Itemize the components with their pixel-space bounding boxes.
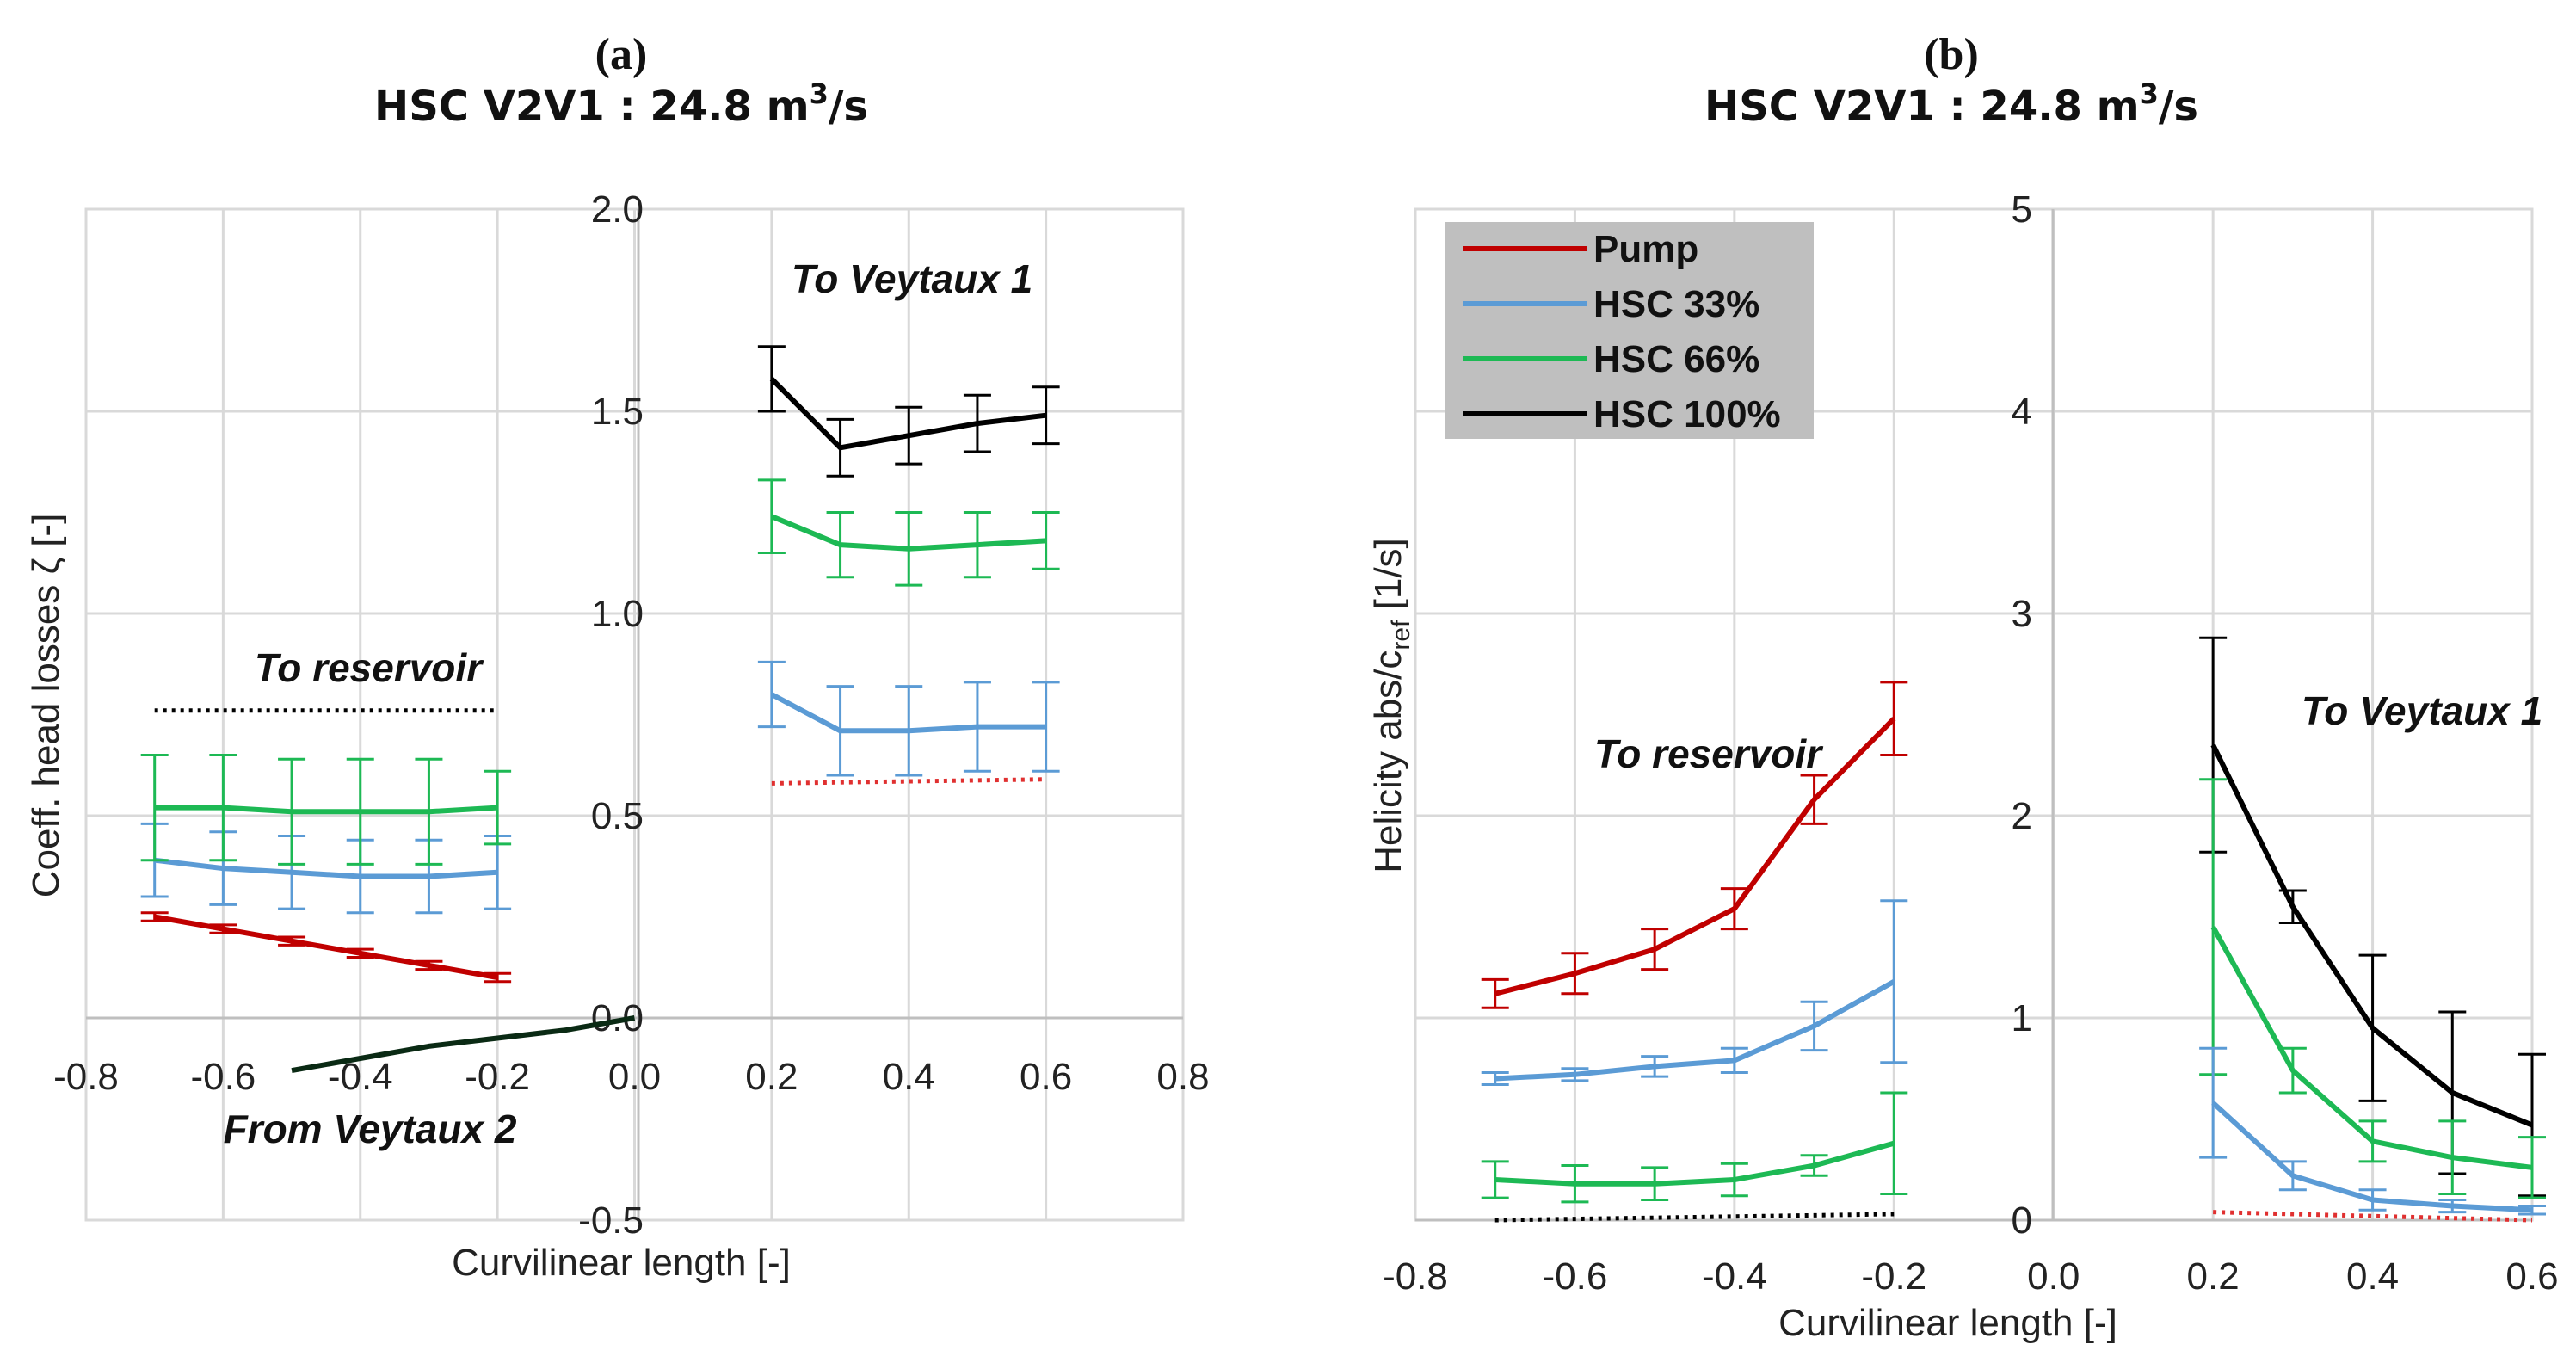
chart-b-title-sup: 3 (2140, 77, 2159, 110)
chart-a-series-pump-to-reservoir-line (154, 914, 498, 980)
chart-a-y-tick-label: 1.5 (591, 391, 644, 433)
chart-b-x-ticks: -0.8 -0.6 -0.4 -0.2 0.0 0.2 0.4 0.6 (1383, 1255, 2559, 1298)
legend-label-pump: Pump (1593, 228, 1698, 270)
chart-a-y-tick-label: 1.0 (591, 593, 644, 635)
chart-b-y-axis-label-tail: [1/s] (1367, 538, 1409, 620)
chart-a-series (140, 345, 1060, 1074)
chart-a-series-pump-reference-to-veytaux-1 (771, 777, 1046, 786)
chart-b-x-tick-label: 0.0 (2027, 1255, 2080, 1298)
chart-a-series-hsc-66-to-reservoir-line (154, 805, 498, 815)
chart-b-series-pump-to-reservoir-line (1494, 717, 1896, 996)
chart-a-series-pump-reference-to-veytaux-1-line (771, 777, 1046, 786)
chart-a-x-tick-label: -0.2 (465, 1056, 530, 1098)
chart-b-series-pump-to-reservoir (1481, 681, 1908, 1009)
chart-a-title: HSC V2V1 : 24.8 m3/s (374, 77, 868, 131)
chart-a-y-tick-label: -0.5 (578, 1199, 644, 1242)
chart-a-y-ticks: -0.5 0.0 0.5 1.0 1.5 2.0 (578, 188, 644, 1242)
chart-a-panel-label: (a) (595, 30, 648, 79)
chart-b-series-hsc-66-to-reservoir (1481, 1091, 1908, 1204)
chart-a-x-tick-label: 0.4 (883, 1056, 935, 1098)
chart-a-y-axis-label: Coeff. head losses ζ [-] (25, 514, 67, 898)
chart-b-annotation-to-veytaux-1: To Veytaux 1 (2302, 688, 2542, 733)
chart-a-series-hsc-33-to-reservoir-line (154, 857, 498, 879)
chart-a-annotation-to-veytaux-1: To Veytaux 1 (792, 256, 1032, 301)
chart-b-y-ticks: 0 1 2 3 4 5 (2012, 188, 2032, 1242)
chart-b-x-axis-label: Curvilinear length [-] (1778, 1302, 2117, 1344)
chart-a-annotation-to-reservoir: To reservoir (255, 645, 484, 690)
chart-b: (b) HSC V2V1 : 24.8 m3/s -0.8 -0.6 -0.4 -0.… (1367, 30, 2559, 1344)
chart-a-x-tick-label: 0.2 (745, 1056, 798, 1098)
chart-b-title: HSC V2V1 : 24.8 m3/s (1704, 77, 2198, 131)
chart-b-y-tick-label: 1 (2012, 997, 2032, 1039)
chart-a-series-hsc-33-to-veytaux-1 (757, 660, 1060, 777)
chart-b-x-tick-label: -0.4 (1702, 1255, 1767, 1298)
chart-b-series-pump-to-veytaux-1-line (2213, 1210, 2533, 1223)
chart-a-grid (84, 207, 1185, 1222)
chart-b-y-tick-label: 3 (2012, 593, 2032, 635)
chart-a-series-hsc-33-to-reservoir (140, 822, 512, 915)
chart-b-series-hsc-66-to-reservoir-line (1494, 1140, 1895, 1187)
chart-a-series-hsc-100-from-veytaux-2 (291, 1015, 636, 1074)
chart-b-x-tick-label: -0.6 (1543, 1255, 1608, 1298)
chart-b-series-hsc-33-to-reservoir (1481, 899, 1908, 1087)
chart-b-series-hsc-33-to-reservoir-line (1494, 979, 1895, 1082)
chart-b-y-axis-label-main: Helicity abs/c (1367, 651, 1409, 873)
chart-a-x-axis-label: Curvilinear length [-] (452, 1242, 791, 1284)
chart-b-series-hsc-100-to-reservoir (1494, 1212, 1895, 1223)
chart-a-series-pump-to-reservoir (140, 911, 512, 984)
chart-a-x-tick-label: 0.0 (608, 1056, 661, 1098)
chart-a-x-ticks: -0.8 -0.6 -0.4 -0.2 0.0 0.2 0.4 0.6 0.8 (53, 1056, 1210, 1098)
chart-a-x-tick-label: -0.8 (53, 1056, 119, 1098)
chart-a-y-tick-label: 0.0 (591, 997, 644, 1039)
chart-b-panel-label: (b) (1924, 30, 1979, 79)
chart-b-x-tick-label: 0.4 (2346, 1255, 2399, 1298)
chart-b-series-pump-to-veytaux-1 (2213, 1210, 2533, 1223)
chart-a-series-hsc-66-to-reservoir (140, 754, 512, 866)
chart-a-x-tick-label: 0.6 (1020, 1056, 1072, 1098)
chart-b-x-tick-label: -0.2 (1861, 1255, 1926, 1298)
chart-b-legend: Pump HSC 33% HSC 66% HSC 100% (1445, 222, 1814, 439)
chart-b-y-tick-label: 5 (2012, 188, 2032, 231)
chart-a: (a) HSC V2V1 : 24.8 m3/s -0.8 -0.6 -0.4 -0.… (25, 30, 1210, 1284)
chart-b-series (1481, 636, 2546, 1223)
chart-a-title-main: HSC V2V1 : 24.8 m (374, 83, 810, 131)
chart-a-annotation-from-veytaux-2: From Veytaux 2 (224, 1107, 517, 1151)
chart-b-annotation-to-reservoir: To reservoir (1594, 731, 1823, 776)
chart-b-series-hsc-66-to-veytaux-1 (2199, 778, 2546, 1199)
chart-b-x-tick-label: -0.8 (1383, 1255, 1448, 1298)
chart-a-title-sup: 3 (810, 77, 829, 110)
legend-label-hsc-33: HSC 33% (1593, 283, 1759, 325)
chart-b-y-axis-label-sub: ref (1387, 620, 1415, 651)
chart-b-title-main: HSC V2V1 : 24.8 m (1704, 83, 2140, 131)
chart-b-y-axis-label: Helicity abs/cref [1/s] (1367, 538, 1415, 873)
chart-a-series-hsc-100-from-veytaux-2-line (291, 1015, 636, 1074)
chart-a-y-tick-label: 2.0 (591, 188, 644, 231)
legend-label-hsc-100: HSC 100% (1593, 393, 1781, 435)
chart-b-series-hsc-33-to-veytaux-1 (2199, 1046, 2546, 1216)
chart-b-x-tick-label: 0.6 (2505, 1255, 2558, 1298)
chart-b-title-tail: /s (2159, 83, 2198, 131)
chart-b-y-tick-label: 0 (2012, 1199, 2032, 1242)
chart-a-series-hsc-100-to-veytaux-1 (757, 345, 1060, 478)
chart-b-y-tick-label: 2 (2012, 795, 2032, 837)
chart-a-x-tick-label: -0.6 (190, 1056, 256, 1098)
chart-a-y-tick-label: 0.5 (591, 795, 644, 837)
chart-b-series-hsc-100-to-reservoir-line (1494, 1212, 1895, 1223)
chart-a-x-tick-label: 0.8 (1156, 1056, 1209, 1098)
chart-b-legend-box (1445, 222, 1814, 439)
chart-b-y-tick-label: 4 (2012, 391, 2032, 433)
chart-a-series-hsc-66-to-veytaux-1 (757, 478, 1060, 587)
chart-a-title-tail: /s (829, 83, 868, 131)
chart-b-x-tick-label: 0.2 (2187, 1255, 2240, 1298)
legend-label-hsc-66: HSC 66% (1593, 338, 1759, 380)
chart-b-series-hsc-100-to-veytaux-1 (2199, 636, 2546, 1198)
